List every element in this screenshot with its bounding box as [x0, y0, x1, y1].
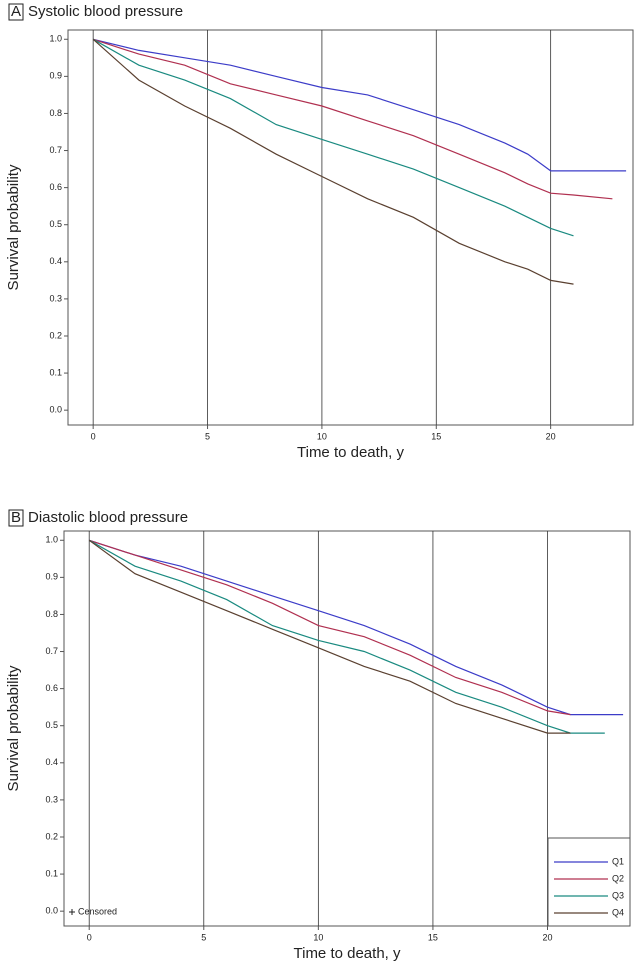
y-tick-label: 0.9: [45, 572, 58, 582]
x-tick-label: 0: [87, 932, 92, 942]
y-tick-label: 0.6: [49, 182, 62, 192]
panel-label: B: [11, 509, 21, 526]
x-tick-label: 0: [91, 431, 96, 441]
survival-curve: [93, 38, 613, 200]
legend-label: Q4: [612, 907, 624, 917]
x-tick-label: 5: [205, 431, 210, 441]
y-tick-label: 0.5: [45, 720, 58, 730]
x-tick-label: 5: [201, 932, 206, 942]
y-axis-label: Survival probability: [5, 665, 22, 791]
x-tick-label: 10: [317, 431, 327, 441]
y-axis-label: Survival probability: [5, 164, 22, 290]
survival-curve: [89, 539, 571, 716]
y-tick-label: 0.2: [49, 330, 62, 340]
y-tick-label: 0.7: [45, 646, 58, 656]
y-tick-label: 0.4: [45, 757, 58, 767]
x-axis-label: Time to death, y: [294, 945, 401, 962]
y-tick-label: 0.8: [45, 609, 58, 619]
y-tick-label: 0.3: [49, 293, 62, 303]
survival-curve: [88, 539, 605, 734]
x-tick-label: 20: [546, 431, 556, 441]
panel-label-box: [8, 509, 24, 527]
survival-curve: [92, 38, 574, 237]
y-tick-label: 0.1: [45, 868, 58, 878]
legend-label: Q1: [612, 856, 624, 866]
y-tick-label: 0.7: [49, 145, 62, 155]
x-tick-label: 15: [431, 431, 441, 441]
annotation: Censored: [78, 906, 117, 916]
survival-curve: [92, 38, 574, 285]
y-tick-label: 0.2: [45, 831, 58, 841]
y-tick-label: 0.0: [45, 906, 58, 916]
y-tick-label: 0.5: [49, 219, 62, 229]
chart-title: Diastolic blood pressure: [28, 509, 188, 526]
y-tick-label: 1.0: [49, 34, 62, 44]
y-tick-label: 0.6: [45, 683, 58, 693]
legend-label: Q2: [612, 873, 624, 883]
survival-curve: [89, 539, 624, 716]
x-tick-label: 15: [428, 932, 438, 942]
y-tick-label: 0.3: [45, 794, 58, 804]
x-axis-label: Time to death, y: [297, 444, 404, 461]
y-tick-label: 1.0: [45, 535, 58, 545]
y-tick-label: 0.1: [49, 367, 62, 377]
y-tick-label: 0.4: [49, 256, 62, 266]
plot-frame: [63, 530, 631, 927]
x-tick-label: 10: [313, 932, 323, 942]
legend-box: [547, 837, 631, 927]
panel-label-box: [8, 3, 24, 21]
x-tick-label: 20: [542, 932, 552, 942]
survival-curve: [88, 539, 571, 734]
y-tick-label: 0.8: [49, 108, 62, 118]
y-tick-label: 0.9: [49, 71, 62, 81]
panel-label: A: [11, 3, 21, 20]
survival-curve: [93, 38, 627, 172]
y-tick-label: 0.0: [49, 405, 62, 415]
chart-title: Systolic blood pressure: [28, 3, 183, 20]
legend-label: Q3: [612, 890, 624, 900]
plot-frame: [67, 29, 634, 426]
